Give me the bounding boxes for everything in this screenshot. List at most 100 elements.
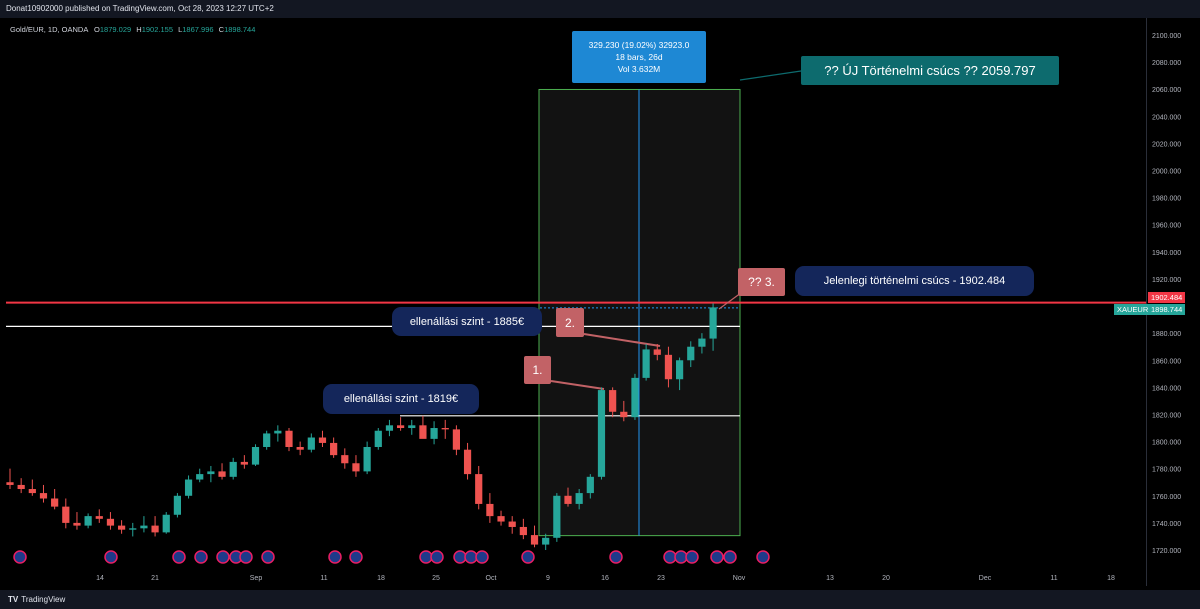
candle-body[interactable] <box>62 506 70 523</box>
y-tick-label: 1840.000 <box>1152 385 1181 392</box>
candle-body[interactable] <box>709 307 717 339</box>
candle-body[interactable] <box>28 489 36 494</box>
resistance-1885-callout[interactable]: ellenállási szint - 1885€ <box>392 307 542 336</box>
candle-body[interactable] <box>519 526 527 536</box>
candle-body[interactable] <box>642 349 650 378</box>
economic-event-icon[interactable] <box>685 550 699 564</box>
marker-1-callout[interactable]: 1. <box>524 356 551 384</box>
resistance-1885-text: ellenállási szint - 1885€ <box>409 315 525 328</box>
candle-body[interactable] <box>408 425 416 429</box>
candle-body[interactable] <box>385 425 394 431</box>
economic-event-icon[interactable] <box>710 550 724 564</box>
candle-body[interactable] <box>263 433 271 447</box>
candle-body[interactable] <box>352 463 360 472</box>
candle-body[interactable] <box>676 360 684 380</box>
candle-body[interactable] <box>542 537 550 545</box>
candle-body[interactable] <box>664 354 673 380</box>
candle-body[interactable] <box>307 437 315 450</box>
candle-body[interactable] <box>374 430 382 447</box>
economic-event-icon[interactable] <box>216 550 230 564</box>
economic-event-icon[interactable] <box>609 550 623 564</box>
candle-body[interactable] <box>207 471 215 475</box>
economic-event-icon[interactable] <box>172 550 186 564</box>
economic-event-icon[interactable] <box>194 550 208 564</box>
candle-body[interactable] <box>229 461 237 477</box>
economic-event-icon[interactable] <box>464 550 478 564</box>
candle-body[interactable] <box>620 411 628 418</box>
economic-event-icon[interactable] <box>13 550 27 564</box>
new-ath-callout[interactable]: ?? ÚJ Történelmi csúcs ?? 2059.797 <box>801 56 1059 85</box>
economic-event-icon[interactable] <box>430 550 444 564</box>
candle-body[interactable] <box>698 338 706 347</box>
candle-body[interactable] <box>218 471 226 477</box>
candle-body[interactable] <box>553 495 561 538</box>
economic-event-icon[interactable] <box>475 550 489 564</box>
economic-event-icon[interactable] <box>453 550 467 564</box>
candle-body[interactable] <box>106 518 115 526</box>
candle-body[interactable] <box>184 479 193 496</box>
economic-event-icon[interactable] <box>349 550 363 564</box>
economic-event-icon[interactable] <box>261 550 275 564</box>
candle-body[interactable] <box>330 442 338 456</box>
candle-body[interactable] <box>129 528 137 530</box>
economic-event-icon[interactable] <box>756 550 770 564</box>
ath-price-tag: 1902.484 <box>1148 292 1186 303</box>
candle-body[interactable] <box>430 428 438 439</box>
candle-body[interactable] <box>95 516 103 519</box>
marker-3-callout[interactable]: ?? 3. <box>738 268 785 296</box>
candle-body[interactable] <box>631 377 639 418</box>
candle-body[interactable] <box>463 449 472 475</box>
economic-event-icon[interactable] <box>104 550 118 564</box>
candle-body[interactable] <box>162 514 170 533</box>
economic-event-icon[interactable] <box>521 550 535 564</box>
economic-event-icon[interactable] <box>674 550 688 564</box>
candle-body[interactable] <box>508 521 516 527</box>
economic-event-icon[interactable] <box>723 550 737 564</box>
candle-body[interactable] <box>173 495 181 515</box>
candle-body[interactable] <box>196 474 204 480</box>
candle-body[interactable] <box>530 535 539 545</box>
candle-body[interactable] <box>341 455 349 464</box>
candle-body[interactable] <box>419 425 427 439</box>
candle-body[interactable] <box>653 349 661 355</box>
candle-body[interactable] <box>441 428 449 430</box>
ohlc-high: 1902.155 <box>141 25 173 34</box>
economic-event-icon[interactable] <box>663 550 677 564</box>
candle-body[interactable] <box>251 447 260 465</box>
candle-body[interactable] <box>73 522 81 526</box>
economic-event-icon[interactable] <box>419 550 433 564</box>
candle-body[interactable] <box>240 461 248 465</box>
candle-body[interactable] <box>363 447 371 472</box>
candle-body[interactable] <box>39 493 48 499</box>
candle-body[interactable] <box>151 525 159 533</box>
candle-body[interactable] <box>51 498 59 507</box>
candle-body[interactable] <box>84 516 92 526</box>
candle-body[interactable] <box>397 425 405 429</box>
x-tick-label: 9 <box>546 575 550 582</box>
candle-body[interactable] <box>318 437 327 443</box>
candle-body[interactable] <box>687 346 695 361</box>
economic-event-icon[interactable] <box>239 550 253 564</box>
candle-body[interactable] <box>296 447 304 450</box>
candle-body[interactable] <box>564 495 572 504</box>
candle-body[interactable] <box>285 430 293 447</box>
resistance-1819-callout[interactable]: ellenállási szint - 1819€ <box>323 384 479 414</box>
marker-2-callout[interactable]: 2. <box>556 308 584 337</box>
candle-body[interactable] <box>6 482 14 485</box>
marker-1-text: 1. <box>532 363 543 377</box>
candle-body[interactable] <box>575 493 583 504</box>
candle-body[interactable] <box>274 430 282 434</box>
candle-body[interactable] <box>497 516 505 522</box>
candle-body[interactable] <box>452 429 460 450</box>
candle-body[interactable] <box>140 525 148 529</box>
economic-event-icon[interactable] <box>328 550 342 564</box>
candle-body[interactable] <box>475 474 483 504</box>
candle-body[interactable] <box>586 476 594 494</box>
candle-body[interactable] <box>486 503 494 517</box>
candle-body[interactable] <box>118 525 126 530</box>
current-ath-callout[interactable]: Jelenlegi történelmi csúcs - 1902.484 <box>795 266 1034 296</box>
tradingview-logo[interactable]: TV TradingView <box>8 595 65 604</box>
candle-body[interactable] <box>609 390 617 412</box>
candle-body[interactable] <box>597 390 606 477</box>
candle-body[interactable] <box>17 484 25 490</box>
